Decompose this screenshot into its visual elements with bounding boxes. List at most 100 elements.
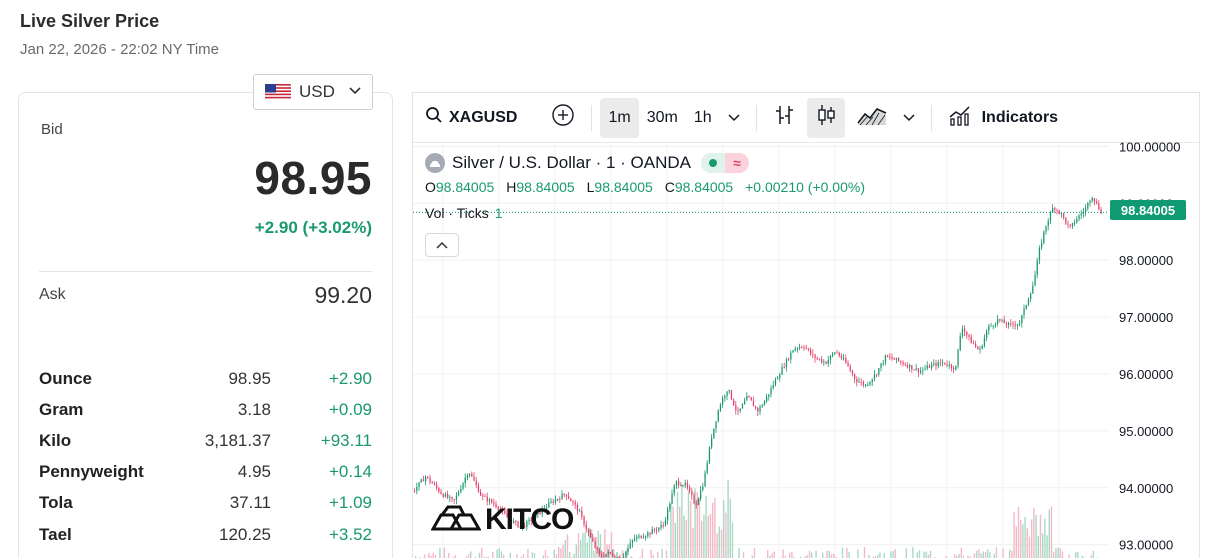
volume-bar xyxy=(707,515,709,558)
candle-body xyxy=(464,477,466,484)
candle-body xyxy=(440,491,442,494)
candle-body xyxy=(884,355,887,363)
volume-bar xyxy=(826,550,828,558)
candle-body xyxy=(537,512,539,515)
collapse-legend-button[interactable] xyxy=(425,233,459,257)
interval-30m[interactable]: 30m xyxy=(646,108,678,126)
candle-body xyxy=(832,353,834,356)
volume-bar xyxy=(863,547,866,558)
ohlc-close: 98.84005 xyxy=(674,179,734,195)
chart-style-dropdown[interactable] xyxy=(895,98,923,138)
volume-bar xyxy=(742,552,745,558)
candle-body xyxy=(845,358,847,363)
toolbar-separator xyxy=(755,104,757,131)
indicators-button[interactable]: Indicators xyxy=(940,98,1066,138)
interval-1h[interactable]: 1h xyxy=(693,108,712,126)
candle-body xyxy=(953,367,955,370)
volume-bar xyxy=(712,502,714,558)
unit-row-ounce: Ounce 98.95 +2.90 xyxy=(39,363,372,394)
candle-body xyxy=(458,492,460,496)
candle-body xyxy=(1067,223,1069,225)
candle-body xyxy=(713,428,715,439)
candle-body xyxy=(843,358,845,360)
candle-body xyxy=(592,537,594,542)
candle-body xyxy=(539,512,541,515)
candle-body xyxy=(948,364,950,366)
symbol-search[interactable]: XAGUSD xyxy=(413,106,529,129)
currency-label: USD xyxy=(299,82,335,101)
price-panel: Bid 98.95 +2.90 (+3.02%) Ask 99.20 Ounce… xyxy=(18,92,393,558)
volume-bar xyxy=(621,550,624,558)
candle-body xyxy=(970,336,972,344)
candle-body xyxy=(546,507,548,510)
y-axis-tick-label: 96.00000 xyxy=(1119,367,1173,382)
candle-body xyxy=(785,359,788,368)
volume-bar xyxy=(879,552,881,558)
volume-bar xyxy=(923,551,925,558)
volume-bar xyxy=(806,555,808,558)
candle-body xyxy=(818,358,821,360)
candle-body xyxy=(829,355,832,361)
volume-bar xyxy=(841,547,844,558)
candle-body xyxy=(891,357,893,359)
candles-style-button[interactable] xyxy=(806,97,845,138)
volume-bar xyxy=(467,554,470,558)
volume-bar xyxy=(973,553,976,558)
volume-bar xyxy=(520,556,522,558)
volume-bar xyxy=(969,556,971,558)
candle-body xyxy=(524,526,526,528)
candle-body xyxy=(515,521,517,523)
price-chart[interactable]: 100.0000099.0000098.0000097.0000096.0000… xyxy=(413,93,1200,558)
candle-body xyxy=(647,532,649,537)
volume-bar xyxy=(1092,550,1094,558)
candle-body xyxy=(708,447,711,463)
market-open-icon xyxy=(701,153,725,173)
volume-bar xyxy=(670,503,672,558)
candle-body xyxy=(964,328,966,332)
volume-bar xyxy=(452,556,454,558)
unit-price: 120.25 xyxy=(219,524,271,544)
volume-bar xyxy=(1059,548,1061,558)
volume-bar xyxy=(434,554,437,558)
candle-body xyxy=(1025,305,1027,309)
candle-body xyxy=(933,363,935,365)
interval-1m[interactable]: 1m xyxy=(600,97,639,138)
candle-body xyxy=(682,485,684,487)
volume-bar xyxy=(542,555,544,558)
candle-body xyxy=(865,384,867,386)
candle-body xyxy=(530,519,532,521)
volume-bar xyxy=(771,552,773,558)
candle-body xyxy=(781,367,783,375)
unit-price: 4.95 xyxy=(237,462,271,482)
bar-style-button[interactable] xyxy=(765,98,803,138)
volume-bar xyxy=(967,555,969,558)
compare-symbol-button[interactable] xyxy=(543,98,583,138)
market-status-pill[interactable]: ≈ xyxy=(701,153,749,173)
candle-body xyxy=(906,365,909,368)
volume-bar xyxy=(835,556,837,558)
candle-body xyxy=(642,537,645,539)
candle-body xyxy=(455,495,458,500)
candle-body xyxy=(968,334,970,337)
candle-body xyxy=(484,495,486,497)
candle-body xyxy=(981,345,983,349)
interval-dropdown[interactable] xyxy=(720,98,748,138)
unit-name: Kilo xyxy=(39,430,72,450)
volume-bar xyxy=(439,548,441,558)
candle-body xyxy=(700,490,702,499)
candle-body xyxy=(581,510,583,517)
area-style-button[interactable] xyxy=(849,98,895,138)
volume-bar xyxy=(925,551,927,558)
volume-bar xyxy=(547,556,549,558)
candle-body xyxy=(821,359,823,363)
candle-body xyxy=(928,365,931,368)
candle-body xyxy=(836,352,838,354)
candle-body xyxy=(1019,323,1021,325)
candle-body xyxy=(1001,319,1003,321)
candle-body xyxy=(526,521,528,528)
currency-select[interactable]: USD xyxy=(253,74,373,110)
volume-bar xyxy=(718,526,720,558)
unit-name: Gram xyxy=(39,399,84,419)
volume-bar xyxy=(630,556,632,558)
candle-body xyxy=(629,543,631,548)
